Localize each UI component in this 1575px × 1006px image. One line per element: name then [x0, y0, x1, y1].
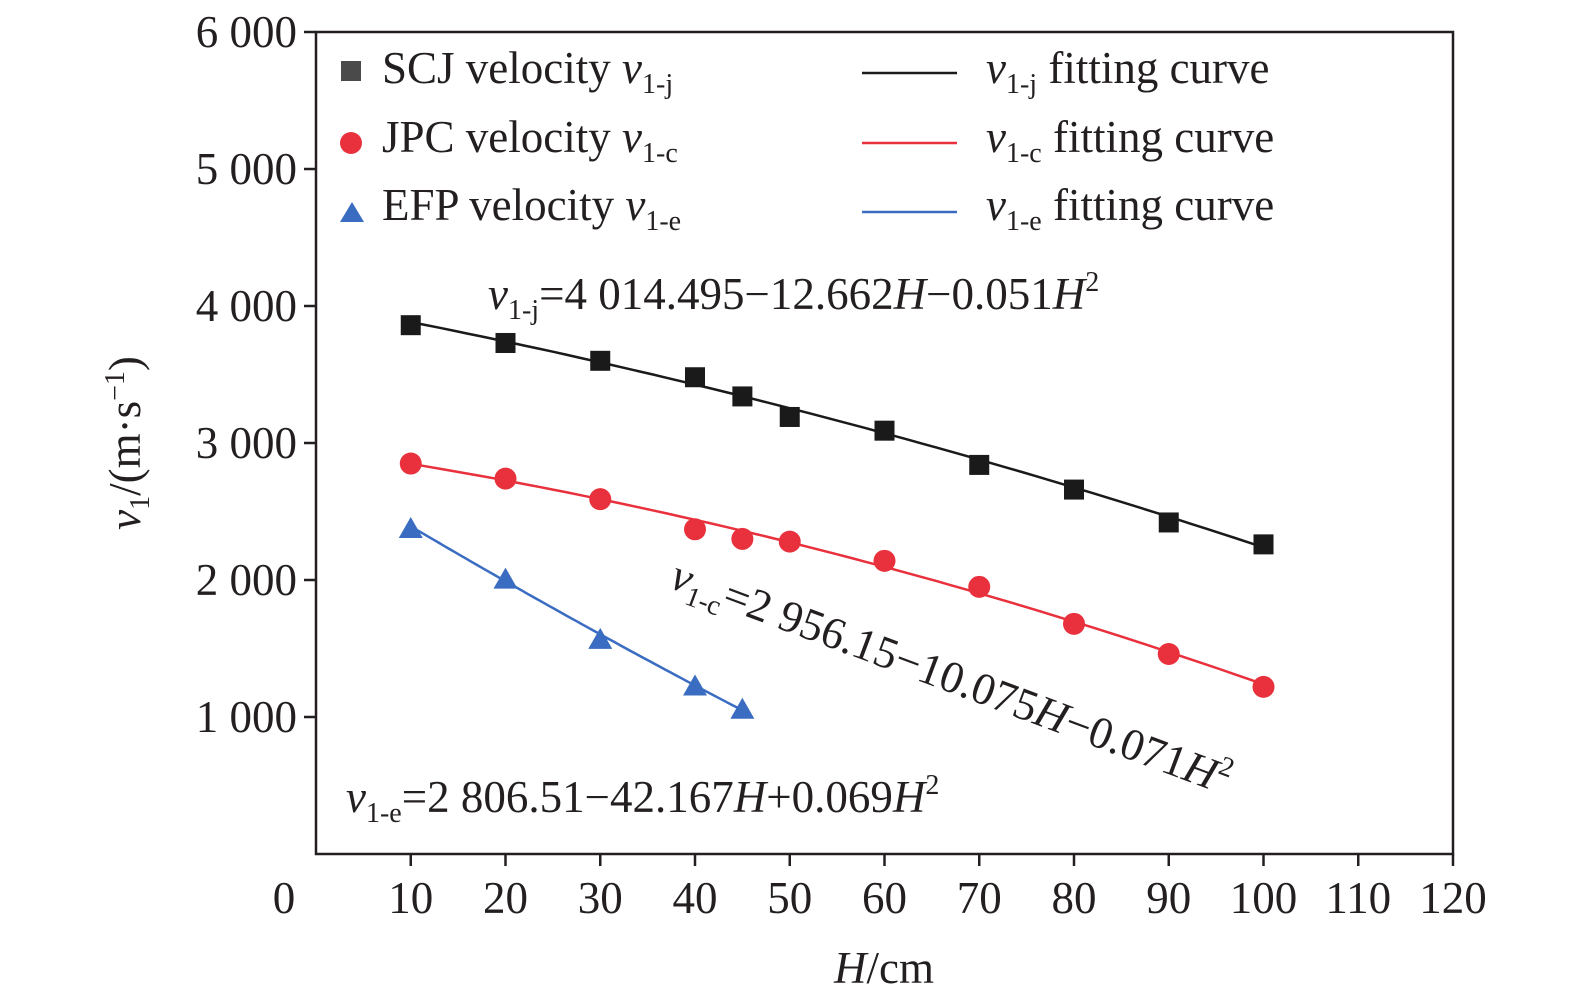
legend-marker-triangle — [340, 202, 364, 222]
x-tick-label: 0 — [273, 873, 296, 923]
legend-label-jpc-velocity: JPC velocity v1-c — [382, 112, 678, 169]
legend-item-jpc-velocity: JPC velocity v1-c — [340, 112, 678, 169]
data-point-jpc — [873, 549, 896, 572]
data-markers — [398, 315, 1275, 719]
data-point-scj — [685, 367, 705, 388]
x-tick-label: 90 — [1146, 873, 1191, 923]
x-axis-title: H/cm — [833, 943, 934, 993]
data-point-efp — [493, 567, 518, 589]
data-point-scj — [495, 332, 516, 353]
data-point-jpc — [1157, 642, 1180, 665]
y-axis-ticks: 1 000 2 000 3 000 4 000 5 000 6 000 — [196, 7, 316, 742]
x-tick-label: 100 — [1230, 873, 1298, 923]
data-point-jpc — [1252, 675, 1275, 698]
y-axis-title: v1/(m·s−1) — [100, 356, 156, 530]
x-tick-label: 110 — [1325, 873, 1391, 923]
legend-marker-square — [341, 61, 361, 81]
legend-item-scj-fitting-curve: v1-j fitting curve — [862, 43, 1270, 100]
y-tick-label: 4 000 — [196, 281, 297, 331]
legend-label-jpc-fitting-curve: v1-c fitting curve — [986, 112, 1274, 169]
data-point-jpc — [778, 530, 801, 553]
legend-item-scj-velocity: SCJ velocity v1-j — [341, 43, 673, 100]
data-point-scj — [969, 454, 990, 475]
legend-label-efp-fitting-curve: v1-e fitting curve — [986, 180, 1274, 237]
y-tick-label: 5 000 — [196, 144, 297, 194]
x-tick-label: 80 — [1052, 873, 1097, 923]
data-point-jpc — [968, 575, 991, 598]
data-point-jpc — [399, 452, 422, 475]
data-point-jpc — [494, 467, 517, 490]
legend-label-efp-velocity: EFP velocity v1-e — [382, 180, 681, 237]
fitting-curves — [410, 320, 1264, 712]
x-tick-label: 50 — [767, 873, 812, 923]
fit-curve-efp — [410, 525, 743, 712]
x-tick-label: 30 — [578, 873, 623, 923]
x-tick-label: 10 — [388, 873, 433, 923]
data-point-scj — [779, 406, 800, 427]
data-point-efp — [398, 516, 423, 538]
legend-label-scj-velocity: SCJ velocity v1-j — [382, 43, 673, 100]
y-tick-label: 6 000 — [196, 7, 297, 57]
fit-curve-jpc — [410, 462, 1264, 686]
equation-scj: v1-j=4 014.495−12.662H−0.051H2 — [488, 267, 1099, 326]
data-point-efp — [683, 674, 707, 696]
x-tick-label: 40 — [673, 873, 718, 923]
data-point-jpc — [731, 527, 754, 550]
y-tick-label: 1 000 — [196, 692, 297, 742]
data-point-scj — [590, 350, 611, 371]
data-point-scj — [1158, 512, 1179, 533]
legend-item-efp-velocity: EFP velocity v1-e — [340, 180, 681, 237]
x-tick-label: 120 — [1419, 873, 1487, 923]
legend-marker-circle — [340, 132, 362, 154]
y-tick-label: 2 000 — [196, 555, 297, 605]
data-point-efp — [588, 627, 613, 649]
data-point-jpc — [1063, 612, 1085, 635]
fit-curve-scj — [410, 320, 1264, 549]
legend-item-jpc-fitting-curve: v1-c fitting curve — [862, 112, 1274, 169]
data-point-scj — [732, 386, 753, 407]
legend-item-efp-fitting-curve: v1-e fitting curve — [862, 180, 1274, 237]
x-tick-label: 60 — [862, 873, 907, 923]
data-point-efp — [730, 697, 755, 719]
equation-efp: v1-e=2 806.51−42.167H+0.069H2 — [346, 770, 939, 829]
data-point-jpc — [684, 518, 706, 541]
x-tick-label: 70 — [957, 873, 1002, 923]
data-point-scj — [874, 420, 895, 441]
data-point-jpc — [589, 488, 612, 511]
data-point-scj — [1064, 479, 1084, 500]
legend-label-scj-fitting-curve: v1-j fitting curve — [986, 43, 1270, 100]
y-tick-label: 3 000 — [196, 418, 297, 468]
legend: SCJ velocity v1-j JPC velocity v1-c EFP … — [340, 43, 1274, 237]
data-point-scj — [1253, 534, 1274, 555]
data-point-scj — [400, 315, 421, 336]
x-axis-ticks: 0 10 20 30 40 50 60 70 80 90 100 110 120 — [273, 854, 1487, 923]
x-tick-label: 20 — [483, 873, 528, 923]
